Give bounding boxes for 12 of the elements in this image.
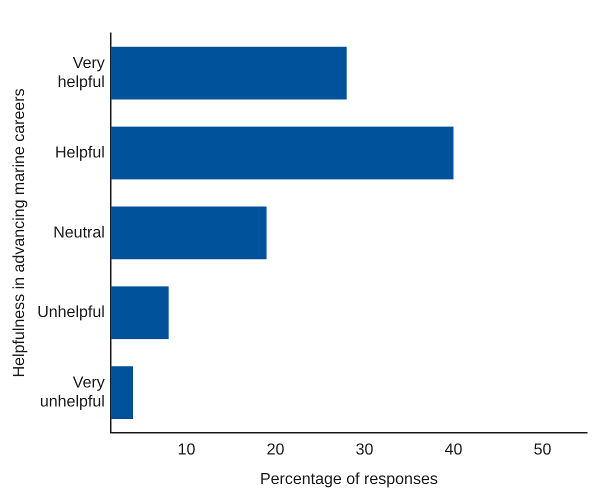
- x-tick-label: 20: [266, 442, 284, 459]
- x-tick-label: 50: [534, 442, 552, 459]
- x-axis-title: Percentage of responses: [260, 470, 438, 488]
- x-tick-label: 30: [356, 442, 374, 459]
- y-tick-label: Neutral: [53, 224, 105, 242]
- y-axis-title: Helpfulness in advancing marine careers: [11, 88, 28, 378]
- x-tick-label: 10: [178, 442, 196, 459]
- y-tick-label: Unhelpful: [37, 304, 105, 322]
- y-tick-label: Helpful: [54, 144, 105, 162]
- y-tick-label: Very helpful: [58, 54, 105, 92]
- x-tick-label: 40: [444, 442, 462, 459]
- y-tick-label: Very unhelpful: [40, 374, 105, 411]
